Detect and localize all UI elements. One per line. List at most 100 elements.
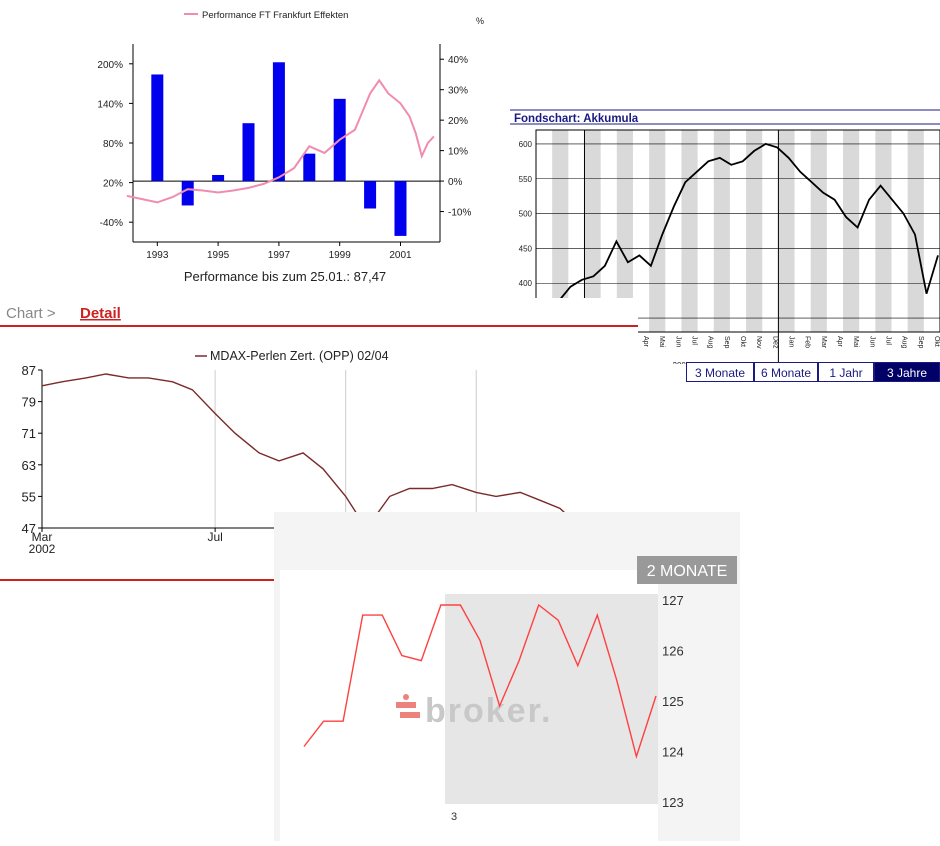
month-tick-label: Jun: [868, 336, 875, 347]
fondschart-title: Fondschart: Akkumula: [514, 113, 639, 125]
month-tick-label: Apr: [642, 336, 649, 348]
month-tick-label: Okt: [933, 336, 940, 347]
sbroker-logo-mark: [400, 712, 420, 718]
y-tick-label: 55: [22, 489, 36, 504]
two-month-line: [303, 603, 657, 760]
x-tick-label: Jul: [207, 530, 222, 544]
bar: [151, 74, 164, 182]
mdax-line: [41, 373, 588, 521]
month-tick-label: Jun: [674, 336, 681, 347]
month-band: [552, 130, 569, 332]
x-tick-label: 1993: [146, 250, 169, 261]
month-tick-label: Aug: [901, 336, 908, 349]
month-tick-label: Nov: [755, 336, 762, 349]
bar: [212, 174, 225, 182]
bar: [272, 62, 285, 182]
month-band: [778, 130, 795, 332]
month-tick-label: Aug: [707, 336, 714, 349]
bar: [181, 181, 194, 206]
month-band: [616, 130, 633, 332]
percent-unit-label: %: [476, 16, 484, 26]
y-tick-label: 126: [662, 644, 684, 659]
month-band: [843, 130, 860, 332]
month-band: [713, 130, 730, 332]
y-left-tick-label: 200%: [97, 60, 123, 71]
month-tick-label: Okt: [739, 336, 746, 347]
x-tick-label: 2001: [389, 250, 412, 261]
performance-footer: Performance bis zum 25.01.: 87,47: [184, 269, 386, 284]
performance-chart: Performance FT Frankfurt Effekten % 200%…: [97, 10, 484, 284]
tab-3-monate[interactable]: 3 Monate: [686, 362, 754, 382]
breadcrumb-detail-link[interactable]: Detail: [80, 305, 121, 322]
y-right-tick-label: 30%: [448, 86, 468, 97]
y-tick-label: 600: [519, 140, 533, 149]
x-tick-label: 1999: [329, 250, 352, 261]
month-band: [875, 130, 892, 332]
y-right-tick-label: 20%: [448, 116, 468, 127]
month-band: [746, 130, 763, 332]
y-tick-label: 123: [662, 795, 684, 810]
x-tick-label: 3: [451, 811, 457, 823]
y-tick-label: 450: [519, 244, 533, 253]
y-tick-label: 550: [519, 175, 533, 184]
performance-marks: 200% 140% 80% 20% -40% 40% 30% 20% 10% 0% -10% 1993…: [97, 44, 471, 261]
y-tick-label: 125: [662, 694, 684, 709]
month-band: [810, 130, 827, 332]
y-left-tick-label: 80%: [103, 139, 123, 150]
y-left-tick-label: 20%: [103, 179, 123, 190]
performance-chart-panel: Performance FT Frankfurt Effekten % 200%…: [0, 0, 500, 290]
x-tick-label: 1995: [207, 250, 230, 261]
plot-frame: [535, 129, 940, 333]
two-month-marks: 127 126 125 124 123 3: [303, 593, 684, 823]
month-tick-label: Mai: [852, 336, 859, 348]
legend-label: MDAX-Perlen Zert. (OPP) 02/04: [210, 349, 389, 363]
month-tick-label: Dez: [771, 336, 778, 349]
sbroker-logo-dot: [403, 694, 409, 700]
month-band: [907, 130, 924, 332]
y-right-tick-label: -10%: [448, 208, 471, 219]
range-header[interactable]: [637, 556, 737, 584]
month-tick-label: Jul: [691, 336, 698, 345]
fondschart-panel: Fondschart: Akkumula 600550500450400350O…: [506, 104, 940, 394]
bar: [364, 181, 377, 209]
month-tick-label: Feb: [804, 336, 811, 348]
y-right-tick-label: 10%: [448, 147, 468, 158]
y-tick-label: 124: [662, 745, 684, 760]
y-tick-label: 79: [22, 395, 36, 410]
y-tick-label: 500: [519, 210, 533, 219]
month-tick-label: Mai: [658, 336, 665, 348]
month-tick-label: Apr: [836, 336, 843, 348]
y-left-tick-label: 140%: [97, 99, 123, 110]
month-tick-label: Sep: [917, 336, 924, 349]
range-header-label: 2 MONATE: [647, 563, 728, 580]
sbroker-logo-mark: [396, 702, 416, 708]
y-tick-label: 47: [22, 521, 36, 536]
tab-3-jahre[interactable]: 3 Jahre: [874, 362, 940, 382]
sbroker-watermark: broker.: [425, 692, 552, 730]
y-tick-label: 87: [22, 363, 36, 378]
x-tick-label-year: 2002: [29, 542, 56, 556]
month-tick-label: Sep: [723, 336, 730, 349]
month-tick-label: Mar: [820, 336, 827, 349]
month-tick-label: Jul: [884, 336, 891, 345]
fund-line: [535, 142, 939, 319]
y-right-tick-label: 0%: [448, 177, 463, 188]
two-month-chart: 2 MONATE broker. 127 126 125 124 123 3: [274, 512, 740, 841]
shaded-range: [445, 594, 658, 804]
tab-6-monate[interactable]: 6 Monate: [754, 362, 818, 382]
y-tick-label: 127: [662, 593, 684, 608]
breadcrumb-prefix: Chart >: [6, 305, 56, 322]
two-month-chart-panel: 2 MONATE broker. 127 126 125 124 123 3: [274, 512, 744, 841]
x-tick-label: 1997: [268, 250, 291, 261]
month-band: [584, 130, 601, 332]
y-left-tick-label: -40%: [100, 218, 123, 229]
legend-label: Performance FT Frankfurt Effekten: [202, 10, 348, 21]
month-band: [649, 130, 666, 332]
x-tick-label: Mar: [32, 530, 53, 544]
y-right-tick-label: 40%: [448, 55, 468, 66]
bar: [303, 153, 316, 182]
bar: [242, 123, 255, 182]
month-tick-label: Jan: [787, 336, 794, 347]
tab-1-jahr[interactable]: 1 Jahr: [818, 362, 874, 382]
y-tick-label: 400: [519, 279, 533, 288]
